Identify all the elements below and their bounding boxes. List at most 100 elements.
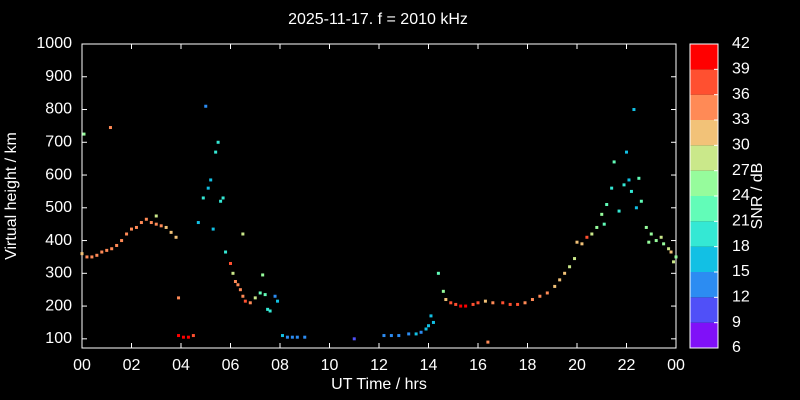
point xyxy=(285,335,289,339)
colorbar-tick-label: 42 xyxy=(732,35,750,52)
point xyxy=(667,247,671,251)
point xyxy=(602,222,606,226)
colorbar-tick-label: 18 xyxy=(732,238,750,255)
point xyxy=(672,260,676,264)
point xyxy=(219,199,223,203)
point xyxy=(90,255,94,259)
point xyxy=(82,132,86,136)
point xyxy=(280,334,284,338)
point xyxy=(625,150,628,154)
point xyxy=(508,302,512,306)
plot-frame xyxy=(81,43,677,349)
colorbar-label: SNR / dB xyxy=(749,163,766,230)
point xyxy=(491,301,495,305)
point xyxy=(263,293,267,297)
point xyxy=(149,221,153,225)
x-tick-label: 00 xyxy=(73,357,91,374)
point xyxy=(407,332,411,336)
colorbar-tick-label: 12 xyxy=(732,289,750,306)
colorbar-tick-label: 21 xyxy=(732,213,750,230)
x-tick-label: 12 xyxy=(370,357,388,374)
colorbar-band xyxy=(690,145,718,171)
point xyxy=(268,309,272,313)
point xyxy=(397,334,401,338)
point xyxy=(243,299,247,303)
colorbar-band xyxy=(690,196,718,222)
point xyxy=(258,291,262,295)
x-tick-label: 14 xyxy=(420,357,438,374)
point xyxy=(159,224,163,228)
point xyxy=(125,232,129,236)
x-tick-label: 08 xyxy=(271,357,289,374)
point xyxy=(214,150,218,154)
point xyxy=(110,247,114,251)
point xyxy=(553,284,557,288)
point xyxy=(95,253,99,257)
colorbar-tick-label: 33 xyxy=(732,111,750,128)
point xyxy=(449,301,453,305)
point xyxy=(427,324,430,328)
point xyxy=(629,189,633,193)
point xyxy=(444,298,448,302)
x-tick-label: 10 xyxy=(321,357,339,374)
point xyxy=(115,243,119,247)
point xyxy=(261,273,265,277)
point xyxy=(573,257,577,261)
chart-title: 2025-11-17. f = 2010 kHz xyxy=(288,11,468,28)
point xyxy=(585,235,589,239)
point xyxy=(454,302,458,306)
point xyxy=(471,302,475,306)
point xyxy=(674,255,678,259)
point xyxy=(144,217,148,221)
point xyxy=(632,108,636,112)
point xyxy=(459,304,463,308)
point xyxy=(424,327,428,331)
point xyxy=(303,335,307,339)
x-tick-label: 00 xyxy=(667,357,685,374)
point xyxy=(483,299,487,303)
colorbar-band xyxy=(690,246,718,272)
point xyxy=(612,160,616,164)
point xyxy=(186,335,190,339)
point xyxy=(181,335,185,339)
point xyxy=(196,221,200,225)
point xyxy=(523,301,527,305)
point xyxy=(266,307,270,311)
x-tick-label: 16 xyxy=(469,357,487,374)
point xyxy=(644,225,648,229)
point xyxy=(414,332,418,336)
point xyxy=(389,334,393,338)
point xyxy=(580,242,584,246)
point xyxy=(233,280,237,283)
y-tick-label: 700 xyxy=(45,133,72,150)
x-tick-label: 18 xyxy=(519,357,537,374)
x-tick-label: 02 xyxy=(123,357,141,374)
point xyxy=(595,225,599,229)
point xyxy=(610,186,614,190)
y-tick-label: 900 xyxy=(45,68,72,85)
colorbar-tick-label: 6 xyxy=(732,339,741,356)
point xyxy=(568,265,572,269)
point xyxy=(659,235,663,239)
colorbar-band xyxy=(690,322,718,348)
point xyxy=(209,178,213,182)
x-tick-label: 22 xyxy=(618,357,636,374)
point xyxy=(352,337,356,341)
point xyxy=(627,178,631,182)
x-axis-label: UT Time / hrs xyxy=(331,376,427,393)
point xyxy=(253,296,257,300)
point xyxy=(154,222,158,226)
point xyxy=(201,196,205,200)
colorbar-band xyxy=(690,221,718,247)
point xyxy=(174,235,178,239)
point xyxy=(622,183,626,187)
point xyxy=(464,304,468,308)
y-tick-label: 500 xyxy=(45,199,72,216)
point xyxy=(590,232,594,236)
point xyxy=(238,288,242,292)
point xyxy=(605,203,609,207)
point xyxy=(486,340,490,344)
point xyxy=(295,335,299,339)
point xyxy=(105,248,109,252)
